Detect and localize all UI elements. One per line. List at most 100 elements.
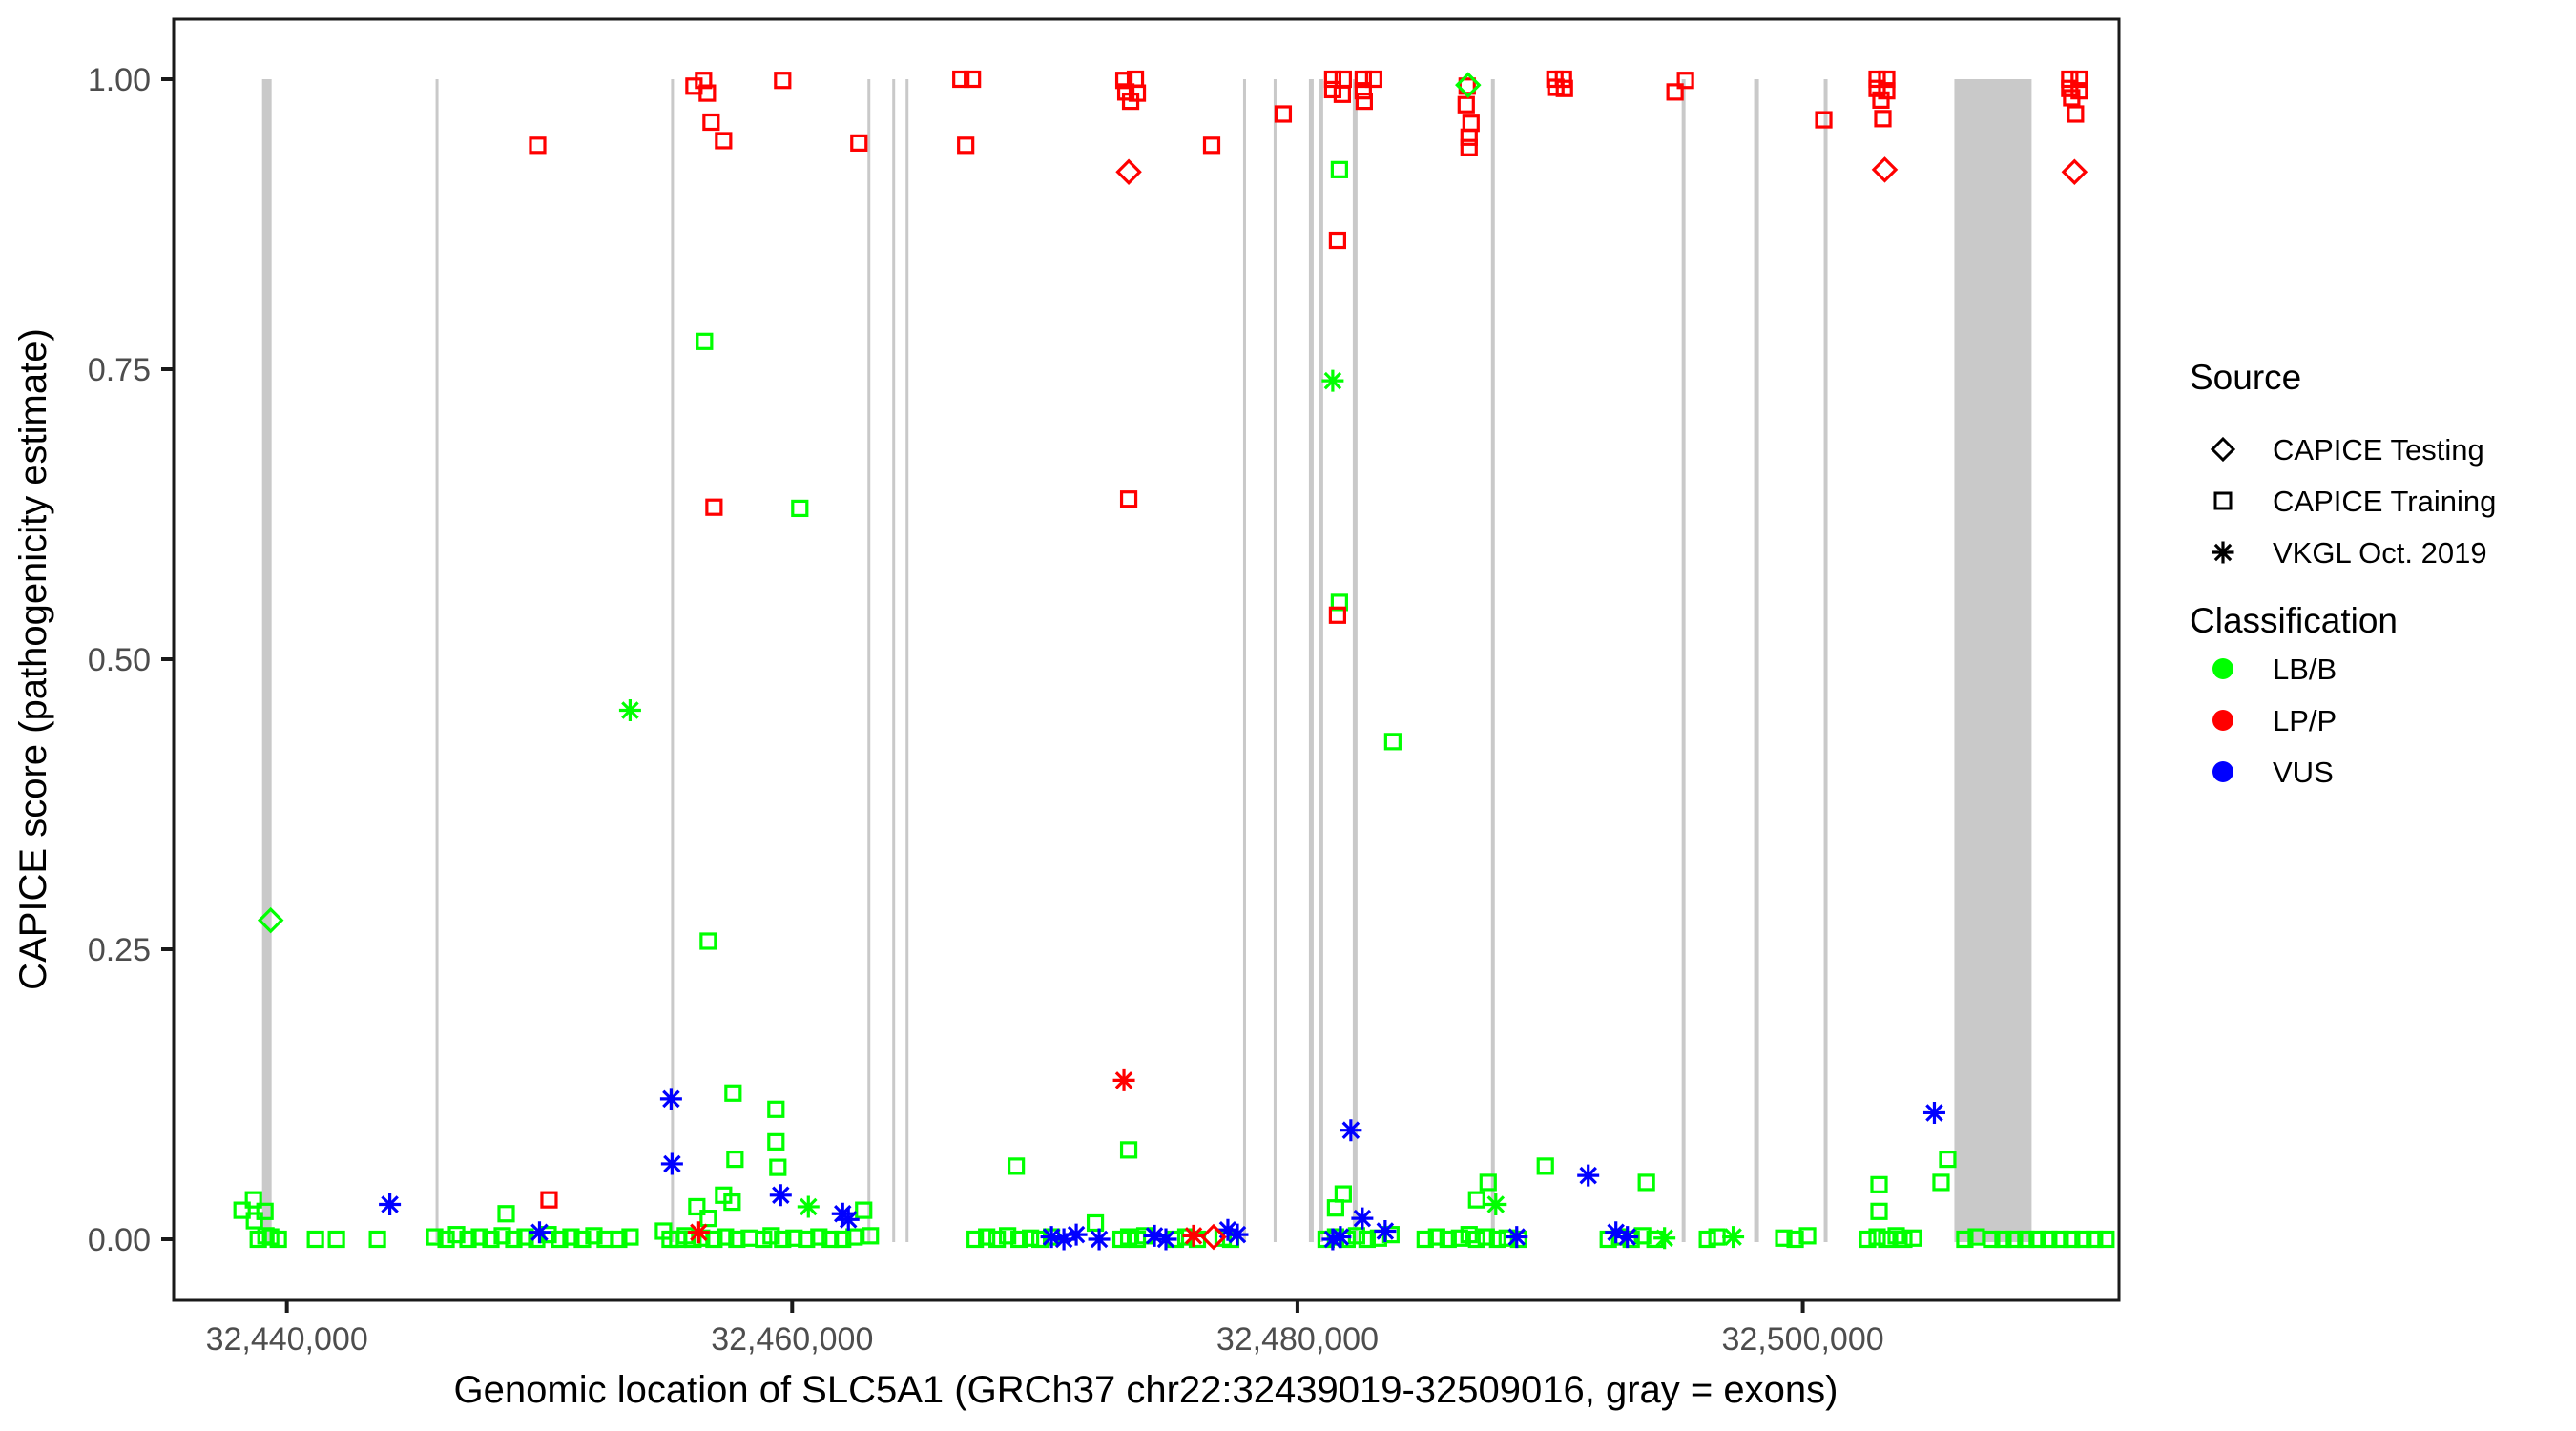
point-square xyxy=(1010,1230,1028,1249)
lbb-dot-icon xyxy=(2212,658,2233,679)
point-square xyxy=(723,1192,741,1212)
point-square xyxy=(2051,1230,2069,1249)
point-square xyxy=(845,1228,863,1246)
point-asterisk xyxy=(1329,1226,1352,1249)
exon-bars-layer xyxy=(261,79,2032,1242)
point-square xyxy=(551,1230,569,1249)
exon-bar xyxy=(1319,79,1323,1242)
point-asterisk xyxy=(1321,1228,1344,1251)
x-axis-title: Genomic location of SLC5A1 (GRCh37 chr22… xyxy=(454,1369,1839,1411)
legend-item-lbb: LB/B xyxy=(2212,653,2337,686)
point-square xyxy=(724,1084,742,1102)
point-square xyxy=(493,1227,511,1245)
point-square xyxy=(256,1202,274,1220)
x-axis: 32,440,000 32,460,000 32,480,000 32,500,000 xyxy=(206,1300,1884,1358)
point-square xyxy=(437,1230,455,1249)
point-square xyxy=(1008,1157,1026,1175)
point-square xyxy=(244,1191,262,1209)
point-square xyxy=(1536,1157,1554,1175)
x-tick-label: 32,460,000 xyxy=(711,1321,873,1358)
point-square xyxy=(952,70,970,89)
point-square xyxy=(1666,83,1684,101)
point-square xyxy=(2063,89,2081,107)
point-square xyxy=(1895,1230,1913,1249)
point-square xyxy=(785,1229,803,1247)
exon-bar xyxy=(1490,79,1495,1242)
point-diamond xyxy=(1455,72,1482,98)
point-square xyxy=(1798,1227,1817,1245)
point-square xyxy=(698,84,717,102)
legend-item-capice-training: CAPICE Training xyxy=(2213,485,2496,518)
point-square xyxy=(1555,79,1573,97)
point-square xyxy=(957,136,975,155)
point-square xyxy=(2017,1230,2035,1249)
point-asterisk xyxy=(618,699,641,722)
data-points-layer xyxy=(233,70,2115,1251)
point-asterisk xyxy=(1112,1068,1135,1091)
point-square xyxy=(516,1228,534,1246)
point-square xyxy=(1202,136,1221,155)
point-square xyxy=(1637,1173,1655,1192)
point-square xyxy=(791,499,809,518)
point-square xyxy=(470,1228,488,1246)
point-square xyxy=(249,1230,267,1249)
point-square xyxy=(497,1205,515,1223)
point-square xyxy=(774,1230,792,1249)
point-square xyxy=(717,1228,735,1246)
point-square xyxy=(1328,231,1346,250)
y-axis-title: CAPICE score (pathogenicity estimate) xyxy=(12,328,54,990)
point-square xyxy=(1956,1230,1974,1249)
point-square xyxy=(1328,606,1346,624)
point-diamond xyxy=(257,906,284,934)
point-square xyxy=(2097,1230,2115,1249)
vus-dot-icon xyxy=(2212,761,2233,782)
point-square xyxy=(1994,1230,2012,1249)
point-square xyxy=(1121,93,1140,111)
point-asterisk xyxy=(659,1088,682,1110)
exon-bar xyxy=(892,79,896,1242)
point-square xyxy=(1355,93,1373,111)
point-asterisk xyxy=(1226,1223,1249,1246)
point-square xyxy=(610,1230,628,1249)
point-asterisk xyxy=(379,1193,402,1216)
point-square xyxy=(726,1150,744,1169)
point-asterisk xyxy=(1351,1207,1374,1230)
point-square xyxy=(1932,1173,1950,1192)
point-asterisk xyxy=(1040,1226,1063,1249)
point-square xyxy=(862,1227,880,1245)
point-square xyxy=(699,932,717,950)
point-square xyxy=(2074,1230,2092,1249)
point-square xyxy=(1114,72,1133,90)
point-asterisk xyxy=(1143,1224,1166,1247)
point-asterisk xyxy=(1052,1228,1075,1251)
point-asterisk xyxy=(1216,1218,1239,1241)
legend-item-capice-testing: CAPICE Testing xyxy=(2210,433,2484,467)
point-asterisk xyxy=(1577,1164,1600,1187)
point-square xyxy=(1815,111,1833,129)
point-square xyxy=(715,132,733,150)
point-square xyxy=(1939,1150,1957,1169)
point-square xyxy=(1439,1230,1457,1249)
point-square xyxy=(1330,593,1348,612)
point-square xyxy=(688,1197,706,1216)
point-asterisk xyxy=(1653,1227,1676,1250)
exon-bar xyxy=(435,79,439,1242)
point-square xyxy=(1509,1230,1527,1249)
point-square xyxy=(1323,80,1341,99)
point-square xyxy=(2063,1230,2081,1249)
point-square xyxy=(769,1158,787,1176)
y-axis: 0.00 0.25 0.50 0.75 1.00 xyxy=(88,62,174,1258)
point-square xyxy=(1274,105,1293,123)
legend-item-vus: VUS xyxy=(2212,756,2334,789)
point-square xyxy=(1460,138,1478,156)
legend-item-lpp: LP/P xyxy=(2212,704,2337,737)
y-tick-label: 1.00 xyxy=(88,62,151,98)
point-square xyxy=(2061,70,2079,89)
point-square xyxy=(798,1230,816,1249)
point-square xyxy=(2005,1230,2024,1249)
point-square xyxy=(2040,1230,2058,1249)
point-asterisk xyxy=(1088,1228,1111,1251)
point-square xyxy=(850,134,868,152)
point-square xyxy=(426,1228,444,1246)
